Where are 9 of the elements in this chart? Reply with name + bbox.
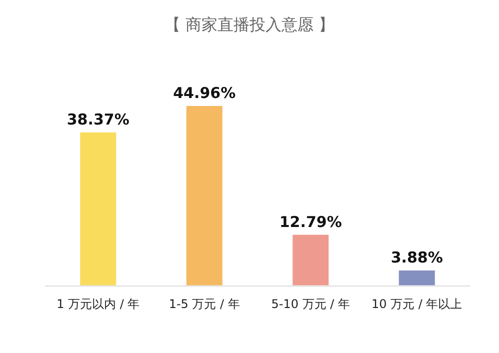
x-tick-label: 10 万元 / 年以上 — [371, 297, 462, 311]
data-label: 38.37% — [66, 110, 130, 128]
data-label: 3.88% — [390, 248, 443, 266]
x-tick-label: 1 万元以内 / 年 — [56, 297, 140, 311]
x-tick-label: 1-5 万元 / 年 — [168, 297, 240, 311]
data-label: 44.96% — [173, 84, 236, 102]
x-tick-label: 5-10 万元 / 年 — [271, 297, 350, 311]
data-label: 12.79% — [279, 212, 342, 231]
chart-title: 【 商家直播投入意愿 】 — [164, 15, 335, 34]
